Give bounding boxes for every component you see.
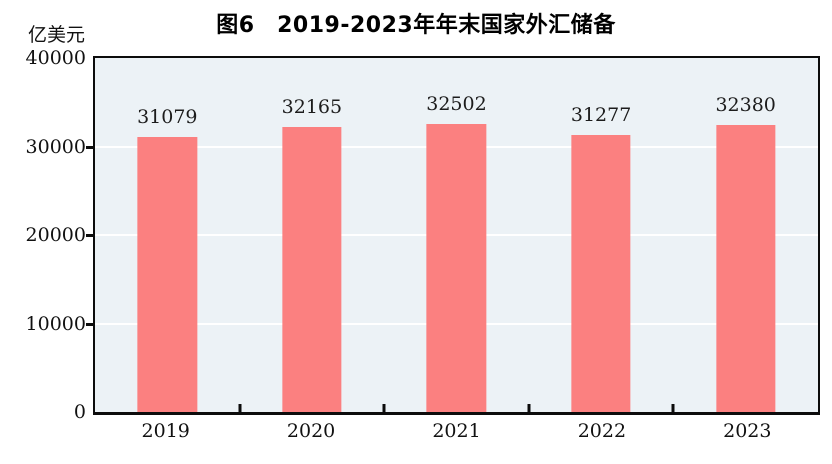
bar-slot: 32380 (673, 58, 818, 412)
x-axis-tick (238, 404, 242, 412)
bar-slot: 31277 (529, 58, 674, 412)
x-tick-label: 2020 (286, 420, 336, 442)
bar (282, 127, 342, 412)
bar (426, 124, 487, 412)
x-tick-label: 2021 (432, 420, 481, 442)
bar-slot: 32165 (240, 58, 385, 412)
y-axis-unit-label: 亿美元 (28, 24, 86, 46)
plot-area: 31079 32165 32502 31277 32380 (93, 56, 820, 415)
y-tick-label: 10000 (25, 312, 86, 335)
y-tick-label: 0 (73, 401, 86, 423)
y-axis-tick-labels: 0 10000 20000 30000 40000 (0, 47, 86, 423)
y-axis-tick (86, 145, 93, 149)
y-tick-label: 40000 (25, 47, 86, 69)
bar-value-label: 32380 (715, 94, 776, 117)
x-axis-tick (527, 404, 531, 412)
x-axis-tick (671, 404, 675, 412)
x-axis-tick-labels: 2019 2020 2021 2022 2023 (93, 420, 820, 450)
bar-value-label: 31079 (137, 105, 198, 128)
bar (716, 125, 776, 412)
y-axis-tick (86, 322, 93, 326)
y-axis-tick (86, 234, 93, 237)
bar-value-label: 31277 (570, 104, 632, 127)
bar (571, 135, 631, 412)
x-tick-label: 2019 (141, 420, 190, 442)
bar-slot: 32502 (384, 58, 529, 412)
chart-title: 图6 2019-2023年年末国家外汇储备 (216, 13, 616, 38)
bar-value-label: 32165 (281, 96, 343, 119)
y-tick-label: 20000 (25, 224, 86, 246)
bar-slot: 31079 (95, 58, 240, 412)
x-axis-tick (382, 404, 386, 412)
x-tick-label: 2022 (577, 420, 627, 442)
y-tick-label: 30000 (25, 135, 86, 158)
bar-value-label: 32502 (426, 93, 487, 116)
x-tick-label: 2023 (723, 420, 772, 442)
bar (137, 136, 197, 412)
